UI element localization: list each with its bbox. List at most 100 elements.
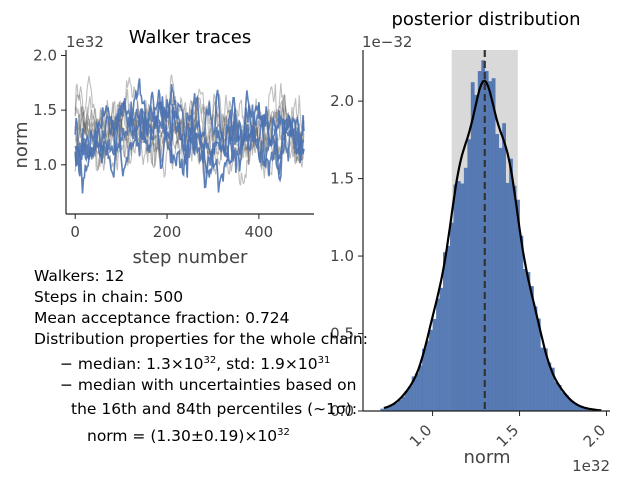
histogram-bar: [516, 199, 520, 411]
histogram-bar: [474, 94, 479, 412]
histogram-bar: [523, 269, 527, 411]
posterior-x-label: norm: [463, 447, 510, 468]
posterior-panel: posterior distribution 1e−32 1.0 1.5 2.0 0…: [330, 9, 610, 475]
traces-lines: [74, 74, 305, 194]
acceptance-line: Mean acceptance fraction: 0.724: [34, 309, 290, 327]
histogram-bar: [415, 373, 419, 411]
histogram-bar: [418, 365, 423, 411]
histogram-bar: [557, 385, 562, 411]
median-std-line: − median: 1.3×1032, std: 1.9×1031: [34, 350, 368, 375]
histogram-bar: [425, 340, 430, 411]
histogram-bar: [519, 235, 524, 411]
histogram-bar: [439, 287, 444, 411]
highlighted-walker-trace-12: [74, 78, 305, 189]
traces-y-ticks: 1.0 1.5 2.0: [33, 46, 66, 174]
histogram-bars: [380, 60, 593, 412]
traces-y-tick-label: 1.0: [33, 156, 57, 174]
histogram-bar: [484, 71, 489, 411]
histogram-bar: [450, 222, 454, 411]
histogram-bar: [411, 376, 416, 411]
steps-line: Steps in chain: 500: [34, 288, 184, 306]
histogram-bar: [380, 408, 385, 411]
histogram-bar: [401, 396, 406, 411]
posterior-x-ticks: 1.0 1.5 2.0: [406, 411, 610, 451]
histogram-bar: [509, 158, 513, 411]
histogram-bar: [554, 381, 559, 411]
kde-curve: [383, 79, 602, 412]
posterior-y-tick-label: 2.0: [330, 92, 354, 110]
histogram-bar: [505, 182, 510, 411]
traces-x-tick-label: 0: [70, 223, 80, 241]
histogram-bar: [547, 362, 552, 411]
histogram-bar: [568, 399, 573, 411]
uncertainty-line-1: − median with uncertainties based on: [60, 376, 357, 394]
norm-result-line: norm = (1.30±0.19)×1032: [34, 422, 368, 447]
uncertainty-line-2: the 16th and 84th percentiles (∼1σ):: [71, 400, 358, 418]
histogram-bar: [495, 134, 499, 411]
histogram-bar: [443, 252, 447, 411]
chain-info: Walkers: 12 Steps in chain: 500 Mean acc…: [34, 266, 368, 445]
histogram-bar: [446, 245, 451, 411]
histogram-bar: [432, 318, 437, 411]
histogram-bar: [488, 81, 492, 411]
histogram-bar: [582, 407, 586, 411]
walker-trace-1: [75, 74, 305, 171]
median-exponent: 32: [203, 355, 217, 366]
posterior-y-tick-label: 0.5: [330, 325, 354, 343]
histogram-bar: [530, 286, 534, 411]
histogram-bar: [543, 348, 548, 411]
std-exponent: 31: [317, 355, 331, 366]
histogram-bar: [533, 306, 538, 411]
posterior-y-tick-label: 1.5: [330, 170, 354, 188]
traces-y-tick-label: 1.5: [33, 101, 57, 119]
histogram-bar: [550, 367, 555, 411]
walkers-line: Walkers: 12: [34, 267, 125, 285]
histogram-bar: [453, 184, 458, 411]
histogram-bar: [422, 348, 426, 411]
posterior-title: posterior distribution: [391, 9, 580, 30]
histogram-bar: [491, 78, 496, 411]
histogram-bar: [512, 185, 517, 411]
histogram-bar: [387, 406, 392, 411]
histogram-bar: [561, 392, 566, 411]
histogram-bar: [481, 60, 486, 412]
traces-y-label: norm: [11, 121, 32, 168]
histogram-bar: [571, 402, 576, 411]
histogram-bar: [397, 399, 402, 411]
histogram-bar: [394, 403, 399, 411]
traces-panel: Walker traces 1e32 0 200 400 1.0 1.5 2.0 ste…: [11, 27, 314, 268]
histogram-bar: [390, 404, 395, 411]
posterior-x-tick-label: 2.0: [580, 421, 610, 451]
traces-x-ticks: 0 200 400: [70, 214, 273, 241]
traces-y-offset-label: 1e32: [66, 33, 104, 51]
histogram-bar: [460, 183, 465, 411]
histogram-bar: [470, 82, 475, 411]
histogram-bar: [536, 318, 541, 411]
norm-exponent: 32: [277, 427, 290, 438]
traces-x-label: step number: [133, 247, 249, 268]
traces-x-tick-label: 200: [153, 223, 182, 241]
histogram-bar: [578, 406, 583, 411]
histogram-bar: [436, 298, 440, 411]
norm-result-text: norm = (1.30±0.19)×10: [87, 427, 278, 445]
posterior-y-tick-label: 1.0: [330, 247, 354, 265]
posterior-y-tick-label: 0.0: [330, 402, 354, 420]
histogram-bar: [502, 123, 506, 411]
histogram-bar: [498, 147, 503, 411]
histogram-bar: [585, 408, 590, 411]
histogram-bar: [564, 395, 569, 411]
histogram-bar: [404, 390, 409, 411]
histogram-bar: [463, 167, 468, 411]
histogram-bar: [575, 404, 579, 411]
traces-y-tick-label: 2.0: [33, 46, 57, 64]
histogram-bar: [408, 386, 412, 411]
median-text: − median: 1.3×10: [60, 355, 204, 373]
histogram-bar: [526, 272, 531, 411]
histogram-bar: [456, 181, 461, 411]
histogram-bar: [540, 347, 545, 411]
posterior-x-tick-label: 1.0: [406, 421, 436, 451]
traces-x-tick-label: 400: [245, 223, 274, 241]
posterior-y-ticks: 0.0 0.5 1.0 1.5 2.0: [330, 92, 363, 420]
histogram-bar: [383, 407, 388, 411]
